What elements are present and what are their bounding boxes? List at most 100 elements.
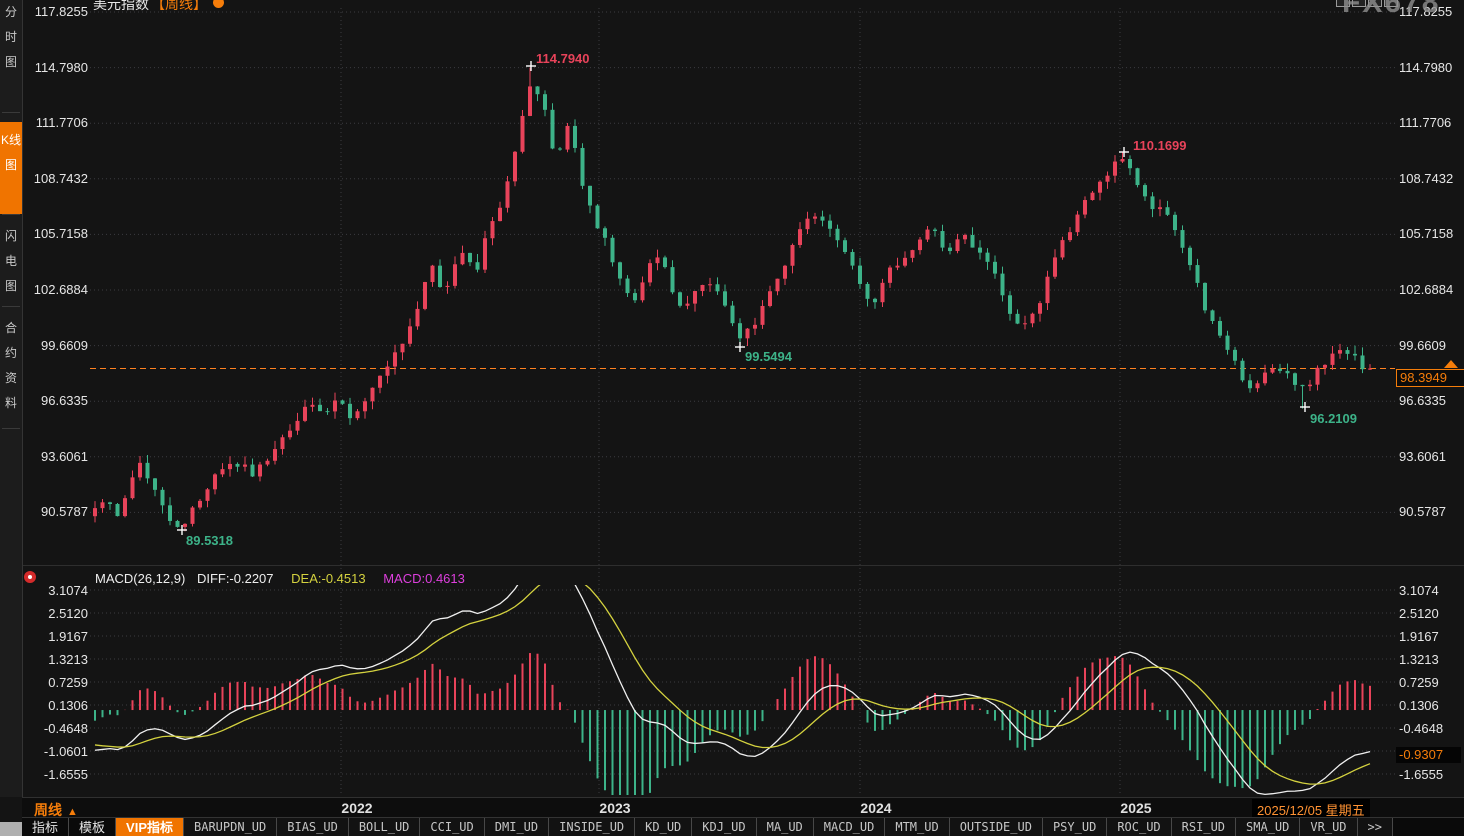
price-annotation: 110.1699 bbox=[1133, 138, 1187, 153]
sidebar-divider bbox=[2, 112, 20, 113]
macd-value: MACD:0.4613 bbox=[383, 571, 465, 586]
tab-boll_ud[interactable]: BOLL_UD bbox=[348, 818, 421, 836]
price-tick-right: 93.6061 bbox=[1399, 448, 1446, 464]
macd-tick-left: 3.1074 bbox=[48, 583, 88, 598]
macd-tick-right: 1.9167 bbox=[1399, 629, 1439, 644]
window-icon[interactable] bbox=[1352, 0, 1366, 7]
year-label: 2022 bbox=[341, 800, 373, 816]
sidebar-item-1[interactable]: 分时图 bbox=[4, 5, 17, 69]
period-tag: 【周线】 bbox=[151, 0, 207, 12]
symbol-name: 美元指数 bbox=[93, 0, 149, 12]
tab-kdj_ud[interactable]: KDJ_UD bbox=[692, 818, 757, 836]
period-selector-label: 周线 bbox=[34, 802, 62, 818]
price-tick-right: 117.8255 bbox=[1399, 4, 1453, 19]
price-tick-left: 111.7706 bbox=[35, 115, 88, 131]
tab-mtm_ud[interactable]: MTM_UD bbox=[885, 818, 950, 836]
tab-vr_ud[interactable]: VR_UD bbox=[1300, 818, 1358, 836]
sidebar-item-4[interactable]: 合约资料 bbox=[4, 321, 17, 410]
tab-vip[interactable]: VIP指标 bbox=[116, 818, 184, 836]
price-tick-right: 114.7980 bbox=[1399, 59, 1453, 75]
price-tick-left: 108.7432 bbox=[33, 170, 88, 186]
tab-rsi_ud[interactable]: RSI_UD bbox=[1171, 818, 1237, 836]
sidebar-divider bbox=[2, 306, 20, 307]
price-chart[interactable] bbox=[0, 0, 1464, 797]
panel-divider bbox=[22, 565, 1464, 566]
scroll-corner[interactable] bbox=[0, 822, 22, 836]
tab-[interactable]: 模板 bbox=[69, 818, 117, 836]
price-tick-right: 105.7158 bbox=[1399, 226, 1454, 242]
window-icon[interactable] bbox=[1368, 0, 1382, 7]
macd-tick-left: 1.3213 bbox=[48, 652, 88, 667]
current-price-badge: 98.3949 bbox=[1396, 369, 1464, 387]
price-tick-right: 96.6335 bbox=[1399, 393, 1446, 409]
window-icon[interactable] bbox=[1336, 0, 1350, 7]
price-tick-left: 96.6335 bbox=[41, 393, 88, 409]
macd-tick-right: 2.5120 bbox=[1399, 606, 1439, 621]
cursor-date-label: 2025/12/05 星期五 bbox=[1252, 799, 1370, 820]
tab-sma_ud[interactable]: SMA_UD bbox=[1236, 818, 1301, 836]
tab-outside_ud[interactable]: OUTSIDE_UD bbox=[949, 818, 1043, 836]
year-label: 2023 bbox=[599, 800, 631, 816]
tab->>[interactable]: >> bbox=[1357, 818, 1393, 836]
price-tick-left: 114.7980 bbox=[34, 59, 88, 75]
macd-tick-left: 1.9167 bbox=[48, 629, 88, 644]
price-tick-left: 99.6609 bbox=[41, 337, 88, 353]
macd-tick-right: -1.6555 bbox=[1399, 767, 1444, 782]
watermark: FX678 bbox=[1342, 0, 1441, 19]
macd-tick-left: -0.4648 bbox=[43, 721, 88, 736]
time-axis: 周线 ▲ 2022 2023 2024 2025 2025/12/05 星期五 bbox=[22, 797, 1464, 820]
period-selector[interactable]: 周线 ▲ bbox=[34, 800, 78, 820]
tab-inside_ud[interactable]: INSIDE_UD bbox=[549, 818, 636, 836]
tab-bias_ud[interactable]: BIAS_UD bbox=[277, 818, 349, 836]
price-tick-right: 111.7706 bbox=[1399, 115, 1452, 131]
tab-kd_ud[interactable]: KD_UD bbox=[635, 818, 693, 836]
macd-dea-value: DEA:-0.4513 bbox=[291, 571, 366, 586]
sidebar-item-3[interactable]: 闪电图 bbox=[4, 229, 17, 293]
price-tick-right: 108.7432 bbox=[1399, 170, 1454, 186]
macd-tick-right: 0.1306 bbox=[1399, 698, 1439, 713]
tab-roc_ud[interactable]: ROC_UD bbox=[1107, 818, 1172, 836]
tab-ma_ud[interactable]: MA_UD bbox=[756, 818, 814, 836]
year-label: 2025 bbox=[1120, 800, 1152, 816]
macd-current-badge: -0.9307 bbox=[1396, 747, 1461, 763]
tab-dmi_ud[interactable]: DMI_UD bbox=[484, 818, 550, 836]
tab-macd_ud[interactable]: MACD_UD bbox=[813, 818, 886, 836]
price-tick-left: 102.6884 bbox=[33, 282, 88, 297]
current-price-arrow-icon bbox=[1444, 360, 1458, 368]
price-tick-left: 93.6061 bbox=[41, 448, 88, 464]
price-tick-left: 90.5787 bbox=[41, 504, 88, 520]
price-tick-left: 105.7158 bbox=[33, 226, 88, 242]
price-tick-right: 102.6884 bbox=[1399, 282, 1454, 297]
macd-tick-left: -1.0601 bbox=[43, 744, 88, 759]
tab-barupdn_ud[interactable]: BARUPDN_UD bbox=[184, 818, 278, 836]
macd-tick-left: 0.1306 bbox=[48, 698, 88, 713]
sidebar-divider bbox=[2, 428, 20, 429]
window-icon[interactable] bbox=[1384, 0, 1398, 7]
indicator-settings-icon[interactable] bbox=[24, 571, 36, 583]
macd-header: MACD(26,12,9) DIFF:-0.2207 DEA:-0.4513 M… bbox=[95, 571, 465, 586]
price-annotation: 114.7940 bbox=[536, 51, 590, 66]
macd-tick-right: 3.1074 bbox=[1399, 583, 1439, 598]
macd-name: MACD(26,12,9) bbox=[95, 571, 186, 586]
chevron-up-icon: ▲ bbox=[67, 806, 78, 818]
price-tick-left: 117.8255 bbox=[34, 4, 88, 19]
price-tick-right: 90.5787 bbox=[1399, 504, 1446, 520]
macd-tick-right: -0.4648 bbox=[1399, 721, 1444, 736]
price-annotation: 99.5494 bbox=[745, 349, 792, 364]
indicator-tab-bar: 指标 模板 VIP指标 BARUPDN_UD BIAS_UD BOLL_UD CCI_UD D… bbox=[22, 817, 1464, 836]
price-annotation: 89.5318 bbox=[186, 533, 233, 548]
chart-title: 美元指数 【周线】 bbox=[93, 0, 224, 14]
sidebar-divider bbox=[2, 214, 20, 215]
tab-psy_ud[interactable]: PSY_UD bbox=[1042, 818, 1108, 836]
tab-[interactable]: 指标 bbox=[22, 818, 70, 836]
price-annotation: 96.2109 bbox=[1310, 411, 1357, 426]
price-tick-right: 99.6609 bbox=[1399, 337, 1446, 353]
macd-tick-right: 0.7259 bbox=[1399, 675, 1439, 690]
year-label: 2024 bbox=[860, 800, 892, 816]
sidebar: 分时图 K线图闪电图合约资料 bbox=[0, 0, 23, 797]
sidebar-item-2[interactable]: K线图 bbox=[0, 122, 22, 214]
smiley-icon[interactable] bbox=[213, 0, 224, 8]
tab-cci_ud[interactable]: CCI_UD bbox=[420, 818, 485, 836]
macd-tick-right: 1.3213 bbox=[1399, 652, 1439, 667]
